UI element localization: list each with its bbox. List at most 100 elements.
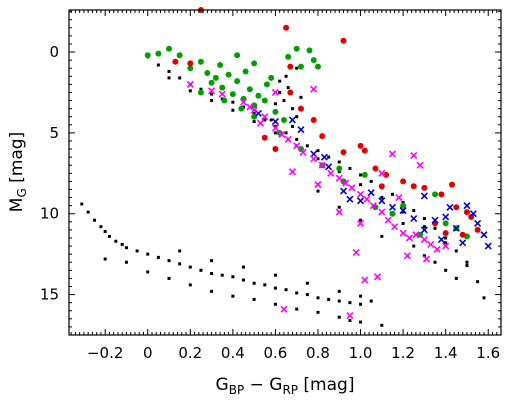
data-point-s3-14 <box>410 215 418 223</box>
data-point-s0-94 <box>337 170 341 174</box>
data-point-s0-93 <box>316 157 320 161</box>
data-point-s0-0 <box>80 202 84 206</box>
data-point-s4-26-b <box>412 231 420 239</box>
data-point-s4-20-b <box>369 202 377 210</box>
data-point-s4-4-b <box>250 106 258 114</box>
data-point-s4-47 <box>335 208 343 216</box>
data-point-s0-32 <box>103 257 107 261</box>
data-point-s1-21 <box>238 105 245 112</box>
data-point-s2-29 <box>410 183 417 190</box>
data-point-s3-16 <box>431 216 439 224</box>
data-point-s2-24 <box>474 226 481 233</box>
data-point-s0-113 <box>412 244 416 248</box>
data-point-s3-15 <box>420 192 428 200</box>
data-point-s0-86 <box>167 76 171 80</box>
data-point-s0-106 <box>295 115 299 119</box>
data-point-s0-22 <box>273 286 277 290</box>
data-point-s4-9-b <box>284 135 292 143</box>
data-point-s0-5 <box>107 234 111 238</box>
data-point-s1-37 <box>336 165 343 172</box>
data-point-s3-27 <box>446 203 454 211</box>
data-point-s0-91 <box>273 131 277 135</box>
x-axis-label: GBP − GRP [mag] <box>216 375 355 397</box>
data-point-s1-41 <box>432 191 439 198</box>
data-point-s1-31 <box>310 57 317 64</box>
data-point-s1-26 <box>251 60 258 67</box>
data-point-s4-47-b <box>335 208 343 216</box>
data-point-s0-43 <box>337 315 341 319</box>
data-point-s4-25-b <box>405 234 414 242</box>
data-point-s3-21-b <box>474 219 482 227</box>
data-point-s0-77 <box>401 200 405 204</box>
data-point-s0-13 <box>178 262 182 266</box>
data-point-s0-117 <box>454 276 458 280</box>
data-point-s4-42 <box>356 219 365 227</box>
data-point-s2-7 <box>297 105 304 112</box>
x-tick-label: 1.4 <box>434 344 458 362</box>
data-point-s2-3 <box>172 58 179 65</box>
data-point-s0-16 <box>210 272 214 276</box>
data-point-s2-15 <box>372 165 379 172</box>
data-point-s3-16-b <box>431 216 439 224</box>
data-point-s0-7 <box>120 242 124 246</box>
data-point-s3-1 <box>271 118 279 126</box>
data-point-s3-0-b <box>254 109 262 118</box>
data-point-s3-26-b <box>437 236 445 244</box>
data-point-s4-17-b <box>348 184 356 192</box>
data-point-s0-100 <box>465 260 469 264</box>
data-point-s0-52 <box>359 294 363 298</box>
data-point-s3-14-b <box>410 215 418 223</box>
data-point-s2-19 <box>438 191 445 198</box>
data-point-s3-26 <box>437 236 445 244</box>
data-point-s0-81 <box>444 236 448 240</box>
data-point-s4-10-b <box>293 142 301 150</box>
x-tick-label: 1.0 <box>349 344 373 362</box>
data-point-s4-41-b <box>280 305 288 313</box>
data-point-s1-5 <box>197 58 204 65</box>
data-point-s0-4 <box>103 230 107 234</box>
data-point-s4-40-b <box>346 312 354 320</box>
data-point-s0-72 <box>348 166 352 170</box>
data-point-s4-16 <box>342 179 350 187</box>
data-point-s0-18 <box>231 275 235 279</box>
data-point-s1-32 <box>306 47 313 54</box>
data-point-s0-108 <box>278 79 282 83</box>
data-point-s4-45-b <box>422 255 431 263</box>
data-point-s2-26 <box>442 230 449 237</box>
data-point-s1-19 <box>272 108 279 115</box>
data-point-s3-5-b <box>320 153 328 161</box>
data-point-s2-9 <box>319 133 326 140</box>
data-point-s3-23 <box>484 242 492 250</box>
data-point-s4-24 <box>399 229 407 237</box>
data-point-s4-30 <box>310 85 318 93</box>
data-point-s4-39-b <box>361 276 369 284</box>
data-point-s0-95 <box>359 183 363 187</box>
data-point-s1-3 <box>176 52 183 59</box>
data-point-s4-26 <box>412 231 420 239</box>
data-point-s0-99 <box>444 241 448 245</box>
data-point-s4-15-b <box>335 174 343 182</box>
data-point-s0-23 <box>284 288 288 292</box>
data-point-s4-22-b <box>384 216 392 224</box>
data-point-s3-6-b <box>325 163 333 171</box>
data-point-s2-2 <box>340 37 347 44</box>
data-point-s0-97 <box>401 210 405 214</box>
data-point-s4-14 <box>327 169 335 177</box>
data-point-s0-70 <box>327 155 331 159</box>
data-point-s4-3-b <box>239 98 248 106</box>
data-point-s4-30-b <box>310 85 318 93</box>
data-point-s0-1 <box>86 210 90 214</box>
data-point-s0-69 <box>316 149 320 153</box>
data-point-s1-47 <box>417 231 424 238</box>
data-point-s0-83 <box>465 263 469 267</box>
data-point-s3-8-b <box>346 195 354 203</box>
data-point-s3-10 <box>367 189 375 197</box>
data-point-s4-11 <box>299 148 307 156</box>
data-point-s4-40 <box>346 312 354 320</box>
data-point-s4-43-b <box>395 193 403 202</box>
data-point-s1-4 <box>187 65 194 72</box>
data-point-s4-13-b <box>318 161 326 169</box>
axis-ticks: −0.2 0 0.2 0.4 0.6 0.8 1.0 1.2 1.4 1.6 0 5 10 15 <box>40 10 502 362</box>
data-point-s0-50 <box>305 281 309 285</box>
data-point-s3-22 <box>480 231 488 239</box>
